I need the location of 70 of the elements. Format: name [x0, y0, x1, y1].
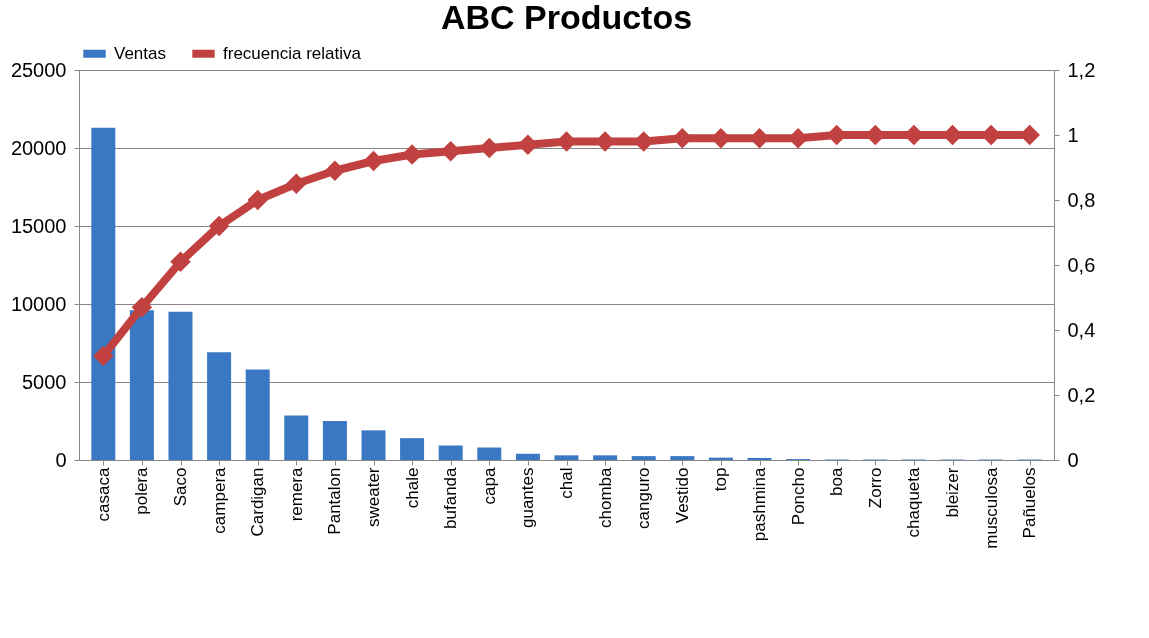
y2-tick-label: 0,8 — [1067, 188, 1096, 211]
bar — [129, 310, 154, 460]
bar — [438, 445, 463, 460]
y-tick-label: 10000 — [10, 292, 67, 315]
x-tick-label: boa — [827, 466, 847, 496]
bar — [168, 311, 193, 460]
bar — [245, 369, 270, 460]
point — [440, 141, 461, 162]
legend-label: Ventas — [114, 43, 166, 63]
x-tick-label: remera — [286, 466, 306, 522]
y-tick-label: 0 — [55, 448, 67, 471]
bar — [515, 453, 540, 460]
y-tick-label: 25000 — [10, 58, 67, 81]
y2-tick-label: 1,2 — [1067, 58, 1096, 81]
x-tick-label: Pantalon — [325, 467, 345, 535]
bar — [400, 438, 425, 460]
x-tick-label: capa — [479, 466, 499, 505]
x-tick-label: Zorro — [865, 467, 885, 509]
x-tick-label: sweater — [364, 467, 383, 528]
y2-tick-label: 0,4 — [1067, 318, 1096, 341]
x-tick-label: chal — [557, 467, 576, 499]
x-tick-label: Cardigan — [248, 467, 268, 537]
x-tick-label: chale — [402, 467, 422, 509]
x-tick-label: campera — [209, 466, 229, 534]
point — [247, 189, 268, 211]
x-tick-label: pashmina — [750, 466, 769, 542]
x-tick-label: top — [711, 467, 731, 492]
x-tick-label: musculosa — [981, 466, 1001, 549]
chart-title: ABC Productos — [440, 0, 693, 36]
bar — [631, 456, 656, 460]
point — [479, 137, 500, 159]
point — [324, 160, 346, 181]
bar — [747, 457, 772, 460]
x-tick-label: Pañuelos — [1020, 467, 1040, 539]
y2-tick-label: 0,2 — [1067, 383, 1096, 406]
x-tick-label: Vestido — [672, 467, 692, 524]
point — [286, 173, 307, 194]
legend-label: frecuencia relativa — [223, 43, 362, 63]
x-tick-label: chomba — [595, 466, 615, 528]
y2-tick-label: 1 — [1067, 123, 1079, 146]
point — [749, 128, 770, 149]
y2-tick-label: 0,6 — [1067, 253, 1096, 276]
bar — [670, 456, 695, 460]
y2-tick-label: 0 — [1067, 448, 1079, 471]
x-tick-label: chaqueta — [904, 466, 924, 538]
bar — [593, 455, 618, 460]
y-tick-label: 20000 — [10, 136, 67, 159]
bar — [554, 455, 579, 460]
x-tick-label: Poncho — [788, 467, 808, 526]
bar — [207, 352, 232, 460]
x-tick-label: Saco — [171, 467, 190, 507]
x-tick-label: canguro — [634, 467, 654, 529]
y-tick-label: 5000 — [22, 370, 67, 393]
x-tick-label: bleizer — [943, 467, 962, 518]
x-tick-label: casaca — [93, 466, 113, 522]
point — [363, 150, 384, 172]
bar — [284, 415, 309, 460]
x-tick-label: guantes — [518, 467, 538, 528]
bar — [361, 430, 386, 460]
bar — [477, 447, 502, 460]
point — [170, 251, 191, 272]
y-tick-label: 15000 — [10, 214, 67, 237]
point — [131, 297, 153, 318]
bar — [91, 127, 116, 460]
x-tick-label: bufanda — [441, 466, 461, 529]
point — [401, 144, 423, 165]
point — [93, 345, 114, 367]
point — [208, 215, 230, 237]
x-tick-label: polera — [132, 466, 152, 515]
bar — [322, 421, 347, 460]
